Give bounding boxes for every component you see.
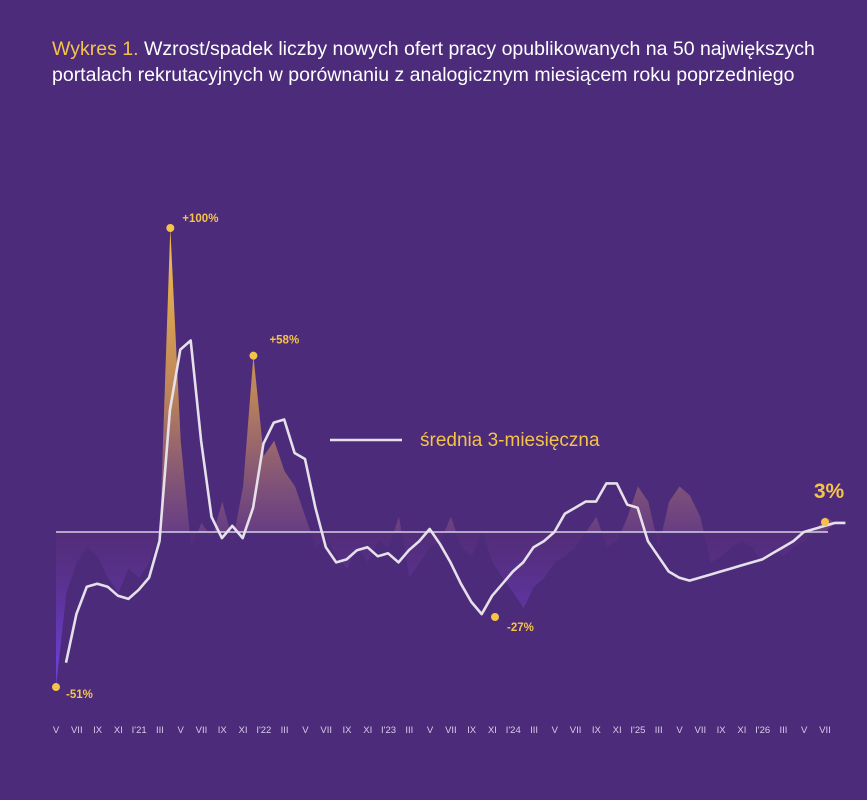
x-tick-label: VII [71, 725, 83, 736]
x-tick-label: XI [613, 725, 622, 736]
x-tick-label: VII [196, 725, 208, 736]
x-tick-label: XI [488, 725, 497, 736]
legend-label: średnia 3-miesięczna [420, 430, 600, 451]
annotation-label: +58% [269, 335, 299, 347]
x-tick-label: VII [445, 725, 457, 736]
x-tick-label: III [405, 725, 413, 736]
annotation-label: 3% [814, 480, 845, 503]
x-tick-label: VII [694, 725, 706, 736]
series-area-positive [56, 228, 836, 532]
annotation-label: -27% [507, 622, 534, 634]
x-tick-label: IX [342, 725, 352, 736]
x-tick-label: I'23 [381, 725, 396, 736]
x-tick-label: IX [467, 725, 477, 736]
x-tick-label: V [801, 725, 808, 736]
x-tick-label: I'22 [256, 725, 271, 736]
x-tick-label: IX [93, 725, 103, 736]
x-axis-ticks: V VII IX XI I'21 III V VII IX XI I'22 III V VII IX XI I'… [53, 725, 831, 736]
x-tick-label: I'26 [755, 725, 770, 736]
legend: średnia 3-miesięczna [330, 430, 600, 451]
x-tick-label: V [302, 725, 309, 736]
x-tick-label: III [779, 725, 787, 736]
x-tick-label: V [676, 725, 683, 736]
annotations: +100% +58% -51% -27% 3% [52, 213, 844, 701]
x-tick-label: III [281, 725, 289, 736]
x-tick-label: XI [737, 725, 746, 736]
x-tick-label: VII [570, 725, 582, 736]
x-tick-label: XI [363, 725, 372, 736]
x-tick-label: VII [819, 725, 831, 736]
x-tick-label: V [53, 725, 60, 736]
annotation-point [166, 224, 175, 232]
x-tick-label: XI [239, 725, 248, 736]
x-tick-label: VII [320, 725, 332, 736]
annotation-point [821, 518, 829, 526]
annotation-label: +100% [182, 213, 218, 225]
chart-title: Wykres 1. Wzrost/spadek liczby nowych of… [52, 36, 832, 88]
line-layer [64, 339, 846, 663]
x-tick-label: V [178, 725, 185, 736]
x-tick-label: III [655, 725, 663, 736]
average-line [64, 339, 846, 663]
x-tick-label: I'24 [506, 725, 521, 736]
x-tick-label: V [427, 725, 434, 736]
chart-title-text: Wzrost/spadek liczby nowych ofert pracy … [52, 38, 815, 86]
x-tick-label: III [530, 725, 538, 736]
x-tick-label: IX [717, 725, 727, 736]
annotation-point [491, 613, 499, 621]
chart-title-lead: Wykres 1. [52, 38, 139, 60]
annotation-point [52, 683, 60, 692]
x-tick-label: III [156, 725, 164, 736]
x-tick-label: IX [592, 725, 602, 736]
x-tick-label: XI [114, 725, 123, 736]
annotation-point [249, 351, 258, 360]
series-area-negative [56, 532, 825, 687]
x-tick-label: V [552, 725, 559, 736]
x-tick-label: I'25 [630, 725, 645, 736]
x-tick-label: I'21 [132, 725, 147, 736]
area-layer [56, 228, 836, 687]
x-tick-label: IX [218, 725, 228, 736]
annotation-label: -51% [66, 689, 93, 701]
